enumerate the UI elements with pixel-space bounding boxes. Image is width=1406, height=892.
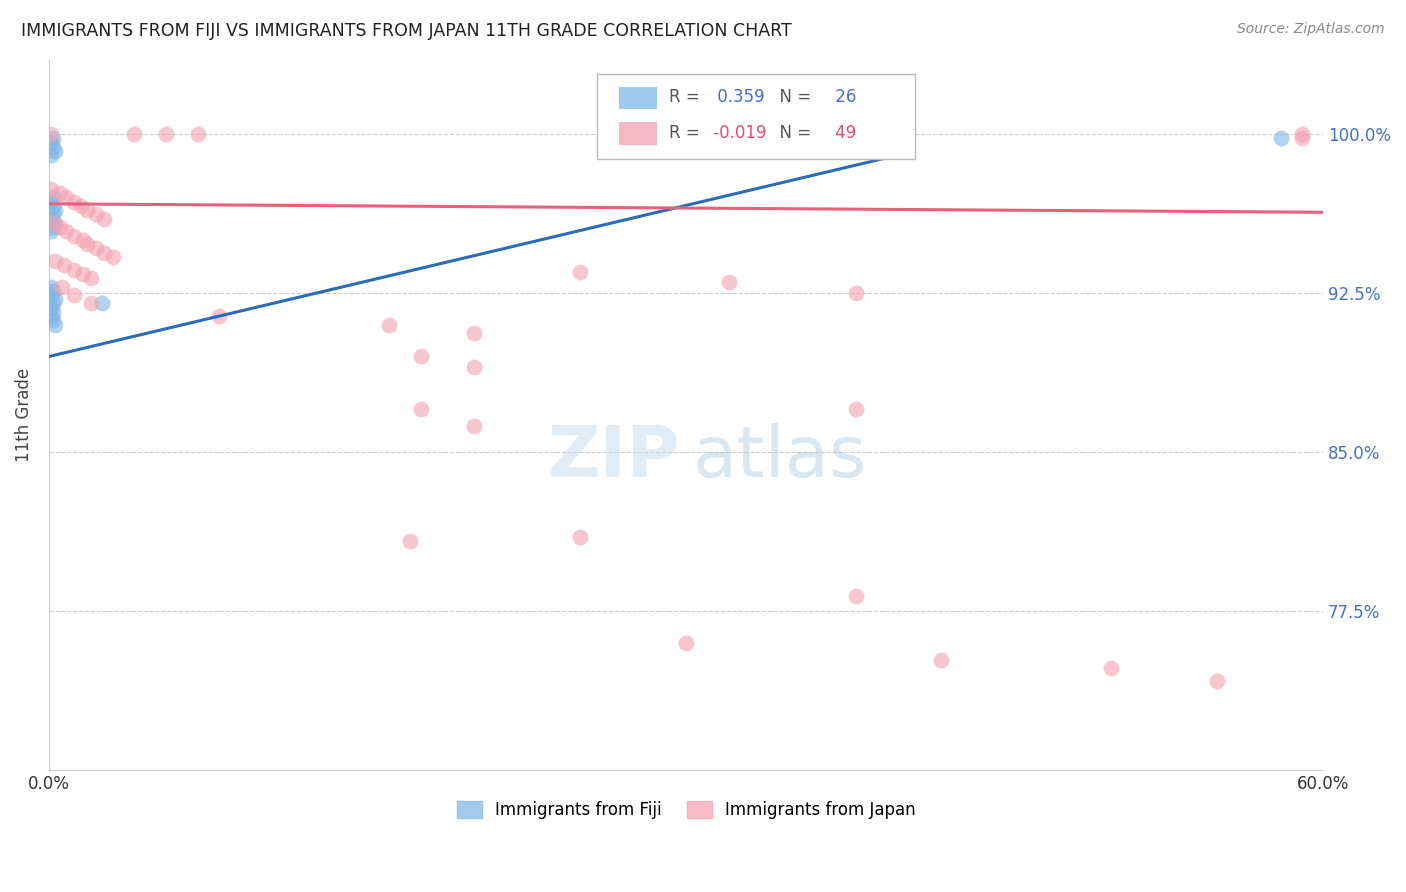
Text: IMMIGRANTS FROM FIJI VS IMMIGRANTS FROM JAPAN 11TH GRADE CORRELATION CHART: IMMIGRANTS FROM FIJI VS IMMIGRANTS FROM …	[21, 22, 792, 40]
Point	[42, 313, 65, 327]
Point	[93, 245, 115, 260]
Point	[80, 296, 103, 310]
Point	[101, 250, 124, 264]
FancyBboxPatch shape	[619, 122, 657, 145]
Text: R =: R =	[669, 124, 700, 142]
Text: N =: N =	[769, 124, 811, 142]
Text: N =: N =	[769, 88, 811, 106]
Point	[42, 131, 65, 145]
Point	[76, 203, 98, 218]
Point	[48, 186, 70, 201]
Text: atlas: atlas	[692, 423, 868, 491]
Point	[63, 228, 86, 243]
Point	[39, 279, 62, 293]
Point	[84, 241, 107, 255]
Point	[69, 199, 91, 213]
Point	[84, 207, 107, 221]
Point	[63, 262, 86, 277]
Point	[39, 182, 62, 196]
Point	[44, 203, 66, 218]
Point	[1270, 131, 1292, 145]
Point	[91, 296, 114, 310]
Text: R =: R =	[669, 88, 700, 106]
Point	[51, 279, 73, 293]
Point	[1099, 661, 1122, 675]
Point	[399, 533, 422, 548]
Point	[42, 207, 65, 221]
Point	[55, 224, 77, 238]
Point	[845, 589, 868, 603]
Point	[377, 318, 399, 332]
Point	[63, 194, 86, 209]
Point	[122, 127, 145, 141]
FancyBboxPatch shape	[619, 87, 657, 110]
Point	[463, 326, 485, 340]
Point	[845, 285, 868, 300]
Text: -0.019: -0.019	[707, 124, 766, 142]
Point	[42, 220, 65, 235]
Point	[409, 402, 432, 417]
Point	[72, 233, 94, 247]
Point	[72, 267, 94, 281]
Point	[39, 288, 62, 302]
Text: 26: 26	[830, 88, 856, 106]
Point	[208, 309, 231, 323]
Point	[568, 265, 591, 279]
Point	[929, 653, 952, 667]
Text: 0.359: 0.359	[711, 88, 765, 106]
Point	[1291, 127, 1313, 141]
Point	[48, 220, 70, 235]
Point	[93, 211, 115, 226]
Point	[44, 292, 66, 306]
Point	[187, 127, 209, 141]
Point	[39, 224, 62, 238]
Point	[39, 194, 62, 209]
Point	[44, 318, 66, 332]
Point	[42, 284, 65, 298]
Point	[1206, 673, 1229, 688]
Y-axis label: 11th Grade: 11th Grade	[15, 368, 32, 462]
Point	[39, 136, 62, 150]
Point	[39, 301, 62, 315]
Point	[39, 127, 62, 141]
Point	[463, 419, 485, 434]
Point	[80, 271, 103, 285]
Point	[39, 148, 62, 162]
Point	[52, 258, 75, 272]
FancyBboxPatch shape	[598, 74, 915, 159]
Point	[1291, 131, 1313, 145]
Point	[42, 139, 65, 153]
Text: 49: 49	[830, 124, 856, 142]
Point	[42, 305, 65, 319]
Point	[63, 288, 86, 302]
Point	[675, 636, 697, 650]
Point	[39, 211, 62, 226]
Point	[44, 144, 66, 158]
Point	[42, 296, 65, 310]
Text: ZIP: ZIP	[547, 423, 679, 491]
Point	[76, 237, 98, 252]
Point	[44, 254, 66, 268]
Legend: Immigrants from Fiji, Immigrants from Japan: Immigrants from Fiji, Immigrants from Ja…	[450, 794, 922, 826]
Point	[55, 190, 77, 204]
Point	[845, 402, 868, 417]
Point	[717, 275, 740, 289]
Point	[42, 199, 65, 213]
Point	[44, 216, 66, 230]
Point	[409, 350, 432, 364]
Point	[42, 216, 65, 230]
Text: Source: ZipAtlas.com: Source: ZipAtlas.com	[1237, 22, 1385, 37]
Point	[42, 190, 65, 204]
Point	[463, 360, 485, 375]
Point	[155, 127, 177, 141]
Point	[39, 309, 62, 323]
Point	[568, 530, 591, 544]
